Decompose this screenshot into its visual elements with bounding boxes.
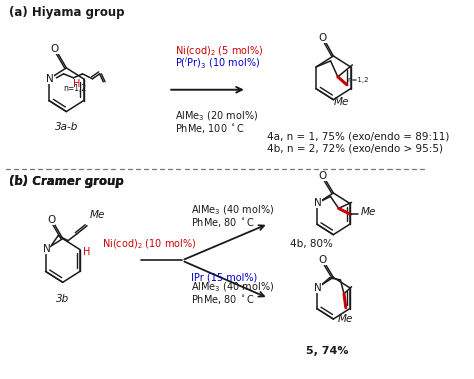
Text: Ni(cod)$_2$ (5 mol%): Ni(cod)$_2$ (5 mol%) xyxy=(174,44,263,58)
Text: IPr (15 mol%): IPr (15 mol%) xyxy=(191,273,257,282)
Text: n=1,2: n=1,2 xyxy=(63,84,86,93)
Text: N: N xyxy=(314,198,322,208)
Text: PhMe, 80 $^\circ$C: PhMe, 80 $^\circ$C xyxy=(191,216,255,229)
Text: P($^i$Pr)$_3$ (10 mol%): P($^i$Pr)$_3$ (10 mol%) xyxy=(174,55,260,71)
Text: N: N xyxy=(43,244,50,254)
Text: AlMe$_3$ (40 mol%): AlMe$_3$ (40 mol%) xyxy=(191,280,274,294)
Text: O: O xyxy=(47,215,55,225)
Text: (a) Hiyama group: (a) Hiyama group xyxy=(9,6,124,19)
Text: Me: Me xyxy=(338,313,354,324)
Text: 4b, 80%: 4b, 80% xyxy=(290,239,333,249)
Text: N: N xyxy=(314,283,322,293)
Text: 5, 74%: 5, 74% xyxy=(306,346,349,356)
Text: PhMe, 80 $^\circ$C: PhMe, 80 $^\circ$C xyxy=(191,293,255,306)
Text: (b) Cramer group: (b) Cramer group xyxy=(9,175,124,188)
Text: n=1,2: n=1,2 xyxy=(348,77,369,83)
Text: 4b, n = 2, 72% (exo/endo > 95:5): 4b, n = 2, 72% (exo/endo > 95:5) xyxy=(267,143,444,153)
Text: H: H xyxy=(73,79,80,89)
Text: N: N xyxy=(46,74,54,84)
Text: O: O xyxy=(51,44,59,54)
Text: 4a, n = 1, 75% (exo/endo = 89:11): 4a, n = 1, 75% (exo/endo = 89:11) xyxy=(267,132,450,141)
Text: 3b: 3b xyxy=(56,294,69,304)
Text: 3a-b: 3a-b xyxy=(55,122,78,132)
Text: O: O xyxy=(319,255,327,265)
Text: O: O xyxy=(319,171,327,181)
Text: Ni(cod)$_2$ (10 mol%): Ni(cod)$_2$ (10 mol%) xyxy=(102,237,197,251)
Text: Me: Me xyxy=(334,97,349,106)
Text: PhMe, 100 $^\circ$C: PhMe, 100 $^\circ$C xyxy=(174,122,245,135)
Text: Me: Me xyxy=(360,207,375,217)
Text: AlMe$_3$ (20 mol%): AlMe$_3$ (20 mol%) xyxy=(174,110,258,123)
Text: O: O xyxy=(319,33,327,43)
Text: H: H xyxy=(83,247,91,257)
Text: (b) Cramer group: (b) Cramer group xyxy=(9,175,123,188)
Text: Me: Me xyxy=(90,210,105,220)
Text: AlMe$_3$ (40 mol%): AlMe$_3$ (40 mol%) xyxy=(191,203,274,217)
